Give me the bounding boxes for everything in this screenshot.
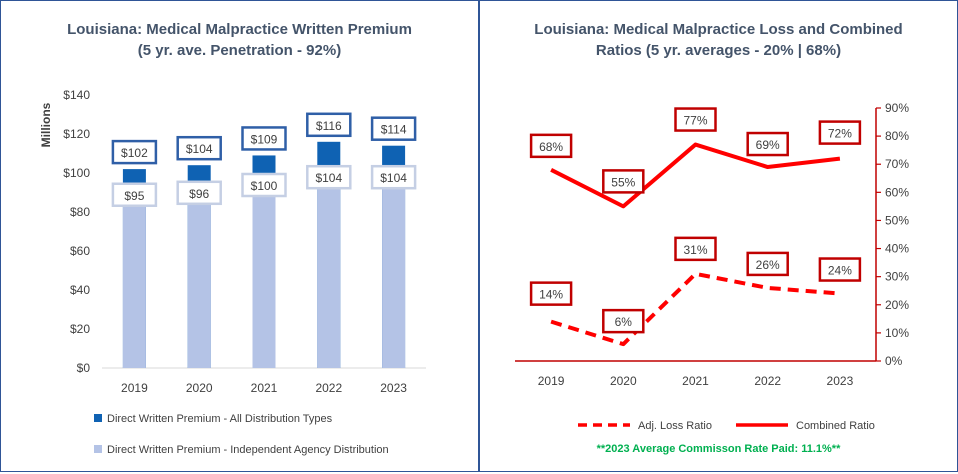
data-label-box-independent	[111, 182, 158, 207]
ratio-chart-title-line1: Louisiana: Medical Malpractice Loss and …	[534, 21, 903, 38]
data-label-loss: 31%	[683, 243, 707, 257]
x-tick-label: 2019	[121, 381, 148, 395]
legend-swatch-all	[94, 414, 102, 422]
premium-chart-title: Louisiana: Medical Malpractice Written P…	[1, 19, 478, 61]
y-tick-label: 30%	[885, 270, 909, 284]
bar-independent-agency	[252, 173, 276, 368]
y-tick-label: $100	[63, 166, 90, 180]
x-tick-label: 2023	[827, 374, 854, 388]
y-tick-label: 80%	[885, 129, 909, 143]
data-label-independent: $104	[315, 171, 342, 185]
data-label-box-combined	[746, 131, 789, 157]
data-label-box-loss	[746, 251, 789, 277]
data-label-all: $102	[121, 146, 148, 160]
y-tick-label: 70%	[885, 157, 909, 171]
y-tick-label: 50%	[885, 213, 909, 227]
bar-independent-agency	[317, 165, 341, 368]
ratio-chart-title-line2: Ratios (5 yr. averages - 20% | 68%)	[595, 42, 842, 59]
data-label-box-combined	[529, 133, 573, 159]
y-tick-label: 0%	[885, 354, 903, 368]
x-tick-label: 2021	[682, 374, 709, 388]
data-label-independent: $104	[380, 171, 407, 185]
y-tick-label: 20%	[885, 298, 909, 312]
data-label-all: $109	[251, 132, 278, 146]
bar-independent-agency	[122, 182, 146, 368]
legend-label-combined: Combined Ratio	[796, 420, 875, 432]
x-tick-label: 2019	[538, 374, 565, 388]
data-label-independent: $96	[189, 187, 209, 201]
y-tick-label: 60%	[885, 185, 909, 199]
data-label-independent: $100	[251, 179, 278, 193]
y-tick-label: $120	[63, 127, 90, 141]
legend-label-all: Direct Written Premium - All Distributio…	[107, 413, 333, 425]
data-label-combined: 77%	[683, 114, 707, 128]
data-label-box-loss	[602, 308, 645, 334]
loss-ratio-line	[550, 271, 841, 347]
legend-swatch-independent	[94, 445, 102, 453]
ratio-chart-panel: Louisiana: Medical Malpractice Loss and …	[479, 0, 958, 472]
x-tick-label: 2021	[251, 381, 278, 395]
ratio-line-chart: 0% 10% 20% 30% 40% 50% 60% 70% 80% 90% 2019 2020 202…	[515, 101, 909, 432]
ratio-chart-title: Louisiana: Medical Malpractice Loss and …	[480, 19, 957, 61]
bar-independent-agency	[187, 180, 211, 368]
data-label-combined: 68%	[539, 140, 563, 154]
y-tick-label: $140	[63, 88, 90, 102]
x-tick-label: 2020	[186, 381, 213, 395]
bar-independent-agency	[382, 165, 406, 368]
data-label-box-independent	[176, 180, 222, 206]
premium-bar-chart: $0 $20 $40 $60 $80 $100 $120 $140 Millions 2019 20…	[39, 88, 426, 456]
data-label-box-independent	[241, 172, 287, 198]
y-tick-label: $40	[70, 283, 90, 297]
y-tick-label: $20	[70, 322, 90, 336]
data-label-box-independent	[370, 164, 417, 190]
data-label-box-all	[370, 116, 417, 141]
x-tick-label: 2022	[315, 381, 342, 395]
y-tick-label: 90%	[885, 101, 909, 115]
data-label-all: $114	[381, 123, 407, 137]
y-axis-label: Millions	[39, 102, 53, 147]
data-label-box-combined	[818, 120, 862, 145]
legend-label-loss: Adj. Loss Ratio	[638, 420, 712, 432]
data-label-box-loss	[674, 236, 717, 262]
commission-rate-note: **2023 Average Commisson Rate Paid: 11.1…	[596, 443, 841, 455]
data-label-loss: 6%	[615, 315, 633, 329]
premium-chart-title-line2: (5 yr. ave. Penetration - 92%)	[137, 42, 342, 59]
premium-chart-title-line1: Louisiana: Medical Malpractice Written P…	[67, 21, 412, 38]
data-label-box-loss	[818, 257, 862, 282]
data-label-combined: 55%	[611, 175, 635, 189]
legend-label-independent: Direct Written Premium - Independent Age…	[107, 444, 389, 456]
data-label-box-independent	[306, 164, 352, 190]
data-label-all: $116	[316, 119, 342, 133]
data-label-independent: $95	[124, 189, 144, 203]
y-tick-label: $60	[70, 244, 90, 258]
data-label-box-loss	[529, 281, 573, 306]
y-tick-label: 10%	[885, 326, 909, 340]
x-tick-label: 2020	[610, 374, 637, 388]
data-label-box-all	[306, 112, 352, 138]
y-tick-label: $80	[70, 205, 90, 219]
premium-chart-panel: Louisiana: Medical Malpractice Written P…	[0, 0, 479, 472]
y-tick-label: 40%	[885, 242, 909, 256]
x-tick-label: 2023	[380, 381, 407, 395]
y-tick-label: $0	[77, 361, 91, 375]
data-label-box-all	[241, 126, 287, 151]
data-label-loss: 24%	[828, 264, 852, 278]
data-label-loss: 14%	[539, 288, 563, 302]
data-label-box-combined	[674, 107, 717, 132]
combined-ratio-line	[550, 142, 841, 209]
data-label-loss: 26%	[756, 258, 780, 272]
data-label-all: $104	[186, 142, 213, 156]
data-label-box-combined	[602, 169, 645, 194]
data-label-combined: 69%	[756, 138, 780, 152]
x-tick-label: 2022	[754, 374, 781, 388]
data-label-combined: 72%	[828, 127, 852, 141]
data-label-box-all	[176, 135, 222, 161]
data-label-box-all	[111, 139, 158, 165]
